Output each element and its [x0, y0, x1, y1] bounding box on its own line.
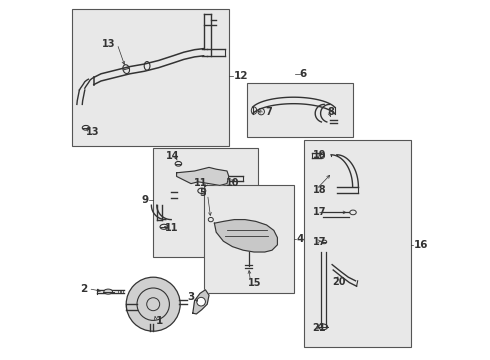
- Text: 13: 13: [102, 39, 116, 49]
- Polygon shape: [176, 167, 229, 185]
- Text: 13: 13: [86, 127, 99, 138]
- Text: 6: 6: [300, 69, 307, 79]
- Text: 20: 20: [332, 276, 345, 287]
- Text: 11: 11: [195, 178, 208, 188]
- Text: 11: 11: [165, 222, 178, 233]
- Circle shape: [197, 297, 205, 306]
- Text: 16: 16: [414, 240, 428, 250]
- Text: 12: 12: [234, 71, 249, 81]
- Bar: [72, 9, 229, 146]
- Text: 8: 8: [328, 107, 335, 117]
- Text: 5: 5: [200, 188, 206, 198]
- Text: 18: 18: [313, 185, 326, 195]
- Text: 17: 17: [313, 207, 326, 217]
- Text: 21: 21: [313, 323, 326, 333]
- Bar: [247, 83, 353, 137]
- Text: 7: 7: [266, 107, 272, 117]
- Text: 17: 17: [313, 237, 326, 247]
- Circle shape: [126, 277, 180, 331]
- Text: 15: 15: [247, 278, 261, 288]
- Text: 10: 10: [226, 178, 240, 188]
- Bar: [204, 185, 294, 293]
- Bar: [304, 140, 411, 347]
- Text: 14: 14: [166, 150, 179, 161]
- Polygon shape: [193, 290, 209, 314]
- Text: 9: 9: [142, 195, 148, 205]
- Text: 1: 1: [156, 316, 163, 326]
- Ellipse shape: [104, 289, 113, 294]
- Text: 19: 19: [313, 150, 326, 160]
- Polygon shape: [215, 220, 277, 252]
- Text: 3: 3: [187, 292, 195, 302]
- Text: 2: 2: [80, 284, 87, 294]
- Bar: [153, 148, 258, 257]
- Text: 4: 4: [296, 234, 303, 244]
